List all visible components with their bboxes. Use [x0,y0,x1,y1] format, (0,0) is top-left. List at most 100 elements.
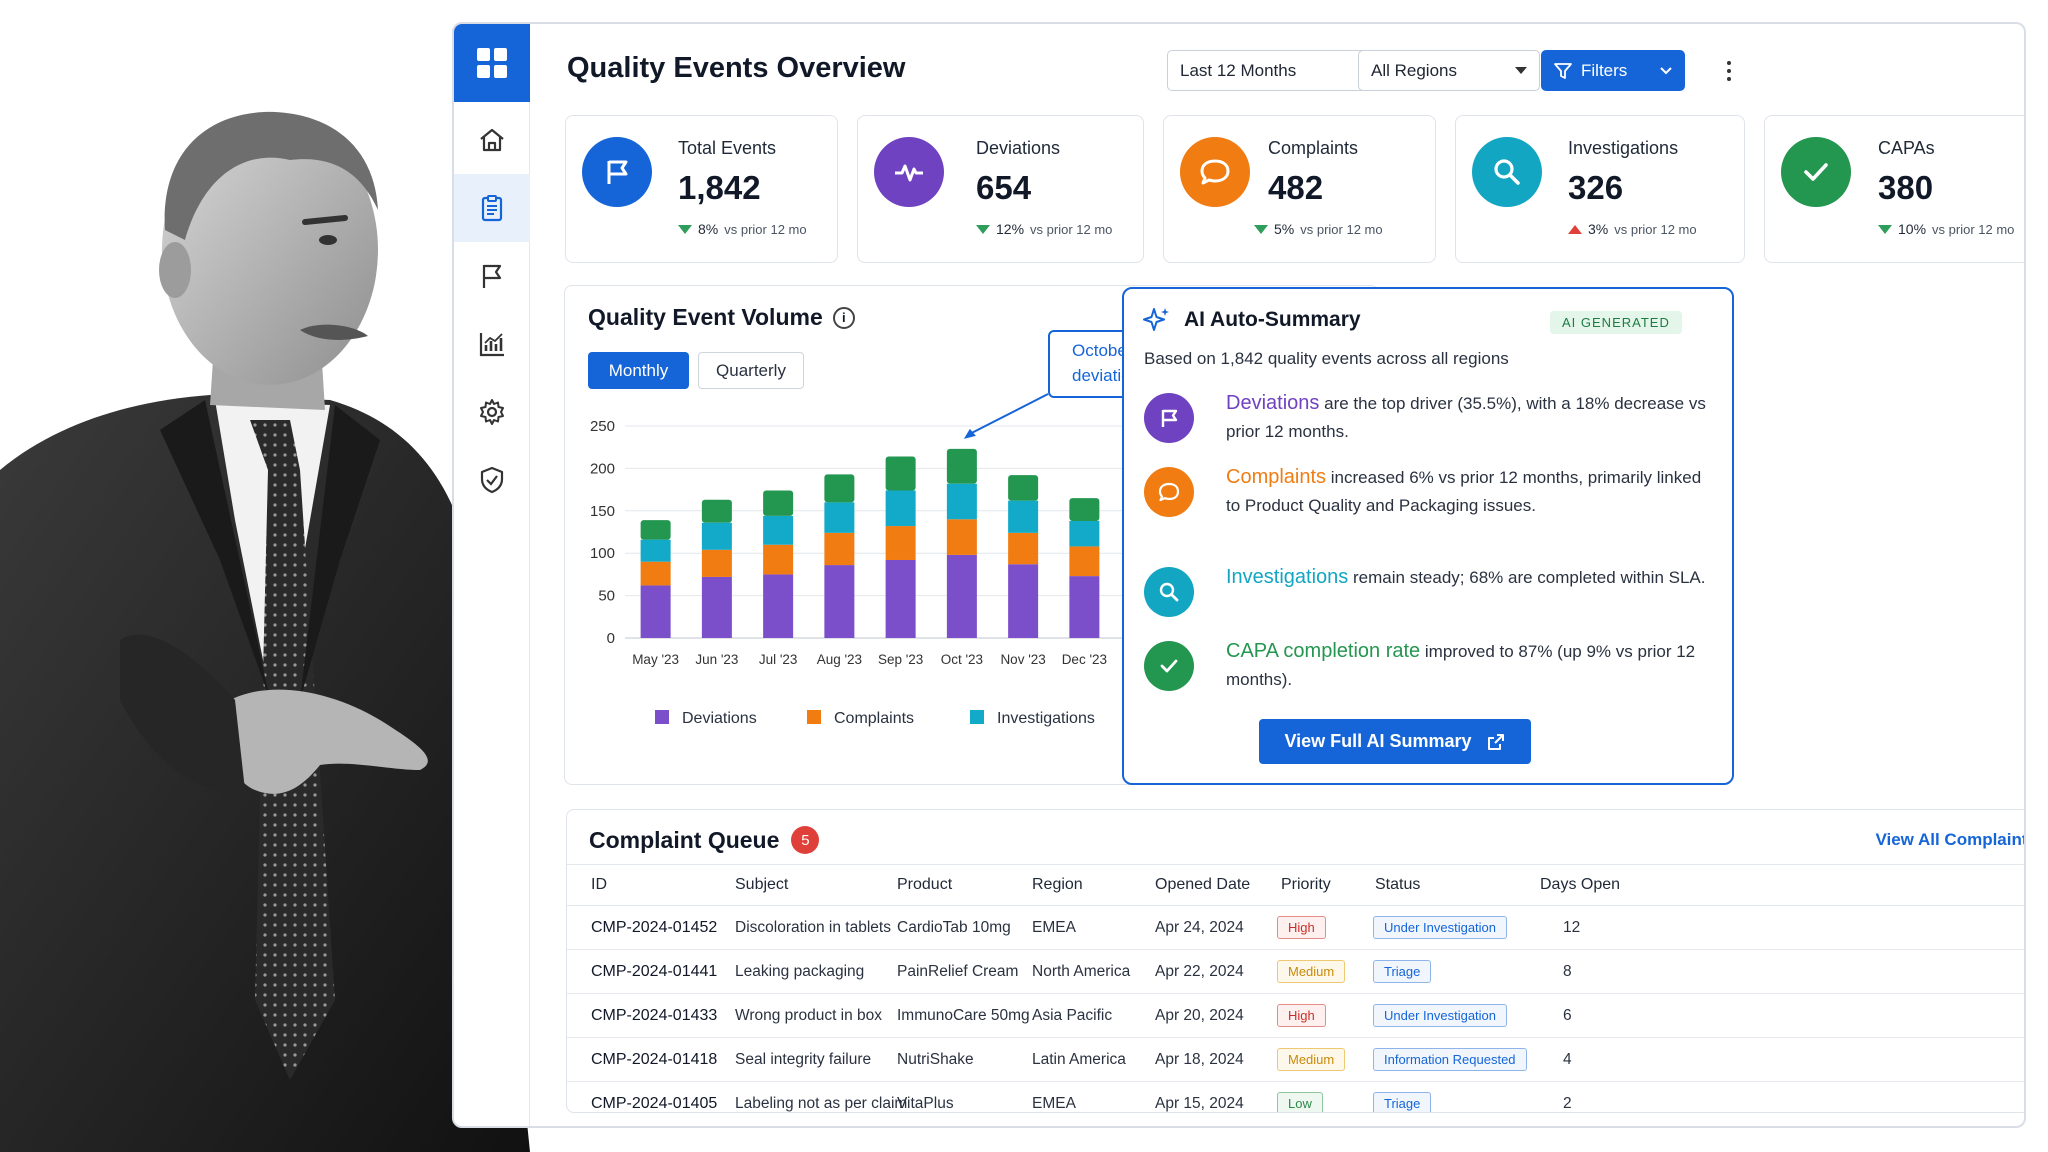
cell-subject: Wrong product in box [735,1006,883,1024]
sidebar-item-home[interactable] [454,106,530,174]
column-header-product[interactable]: Product [897,876,953,893]
view-all-complaints-link[interactable]: View All Complaints [1875,830,2026,850]
column-header-opened-date[interactable]: Opened Date [1155,876,1251,893]
kpi-change: 12% [996,221,1025,237]
bar-segment-deviations[interactable] [824,565,855,638]
bar-segment-investigations[interactable] [701,522,732,550]
bar-segment-investigations[interactable] [885,490,916,527]
column-header-status[interactable]: Status [1375,876,1421,893]
bar-segment-capas[interactable] [824,474,855,503]
toggle-quarterly[interactable]: Quarterly [698,352,804,389]
priority-badge: Medium [1277,960,1346,983]
kpi-card-investigations[interactable]: Investigations 326 3% vs prior 12 mo [1455,115,1745,263]
kpi-card-total-events[interactable]: Total Events 1,842 8% vs prior 12 mo [565,115,838,263]
table-row[interactable]: CMP-2024-01452 Discoloration in tablets Ca… [567,906,2024,950]
insight-body: improved to 87% (up 9% vs prior 12 month… [1226,642,1696,689]
view-all-label: View All Complaints [1875,830,2026,849]
kpi-trend: 3% vs prior 12 mo [1568,221,1697,237]
kpi-card-deviations[interactable]: Deviations 654 12% vs prior 12 mo [857,115,1144,263]
bar-segment-investigations[interactable] [640,539,671,562]
bar-segment-complaints[interactable] [1069,546,1100,577]
external-link-icon [1487,733,1504,750]
bar-segment-capas[interactable] [946,448,977,484]
bar-segment-capas[interactable] [640,520,671,540]
sidebar-item-settings[interactable] [454,378,530,446]
sidebar-item-flags[interactable] [454,242,530,310]
bar-segment-complaints[interactable] [640,561,671,586]
sidebar-item-compliance[interactable] [454,446,530,514]
complaint-queue-panel: Complaint Queue 5 View All Complaints ID… [566,809,2026,1113]
bar-segment-complaints[interactable] [701,549,732,577]
x-tick-label: May '23 [632,652,679,667]
column-header-id[interactable]: ID [591,876,607,893]
bar-segment-deviations[interactable] [763,574,794,638]
column-header-priority[interactable]: Priority [1281,876,1331,893]
period-select-value: Last 12 Months [1180,60,1297,80]
bar-segment-deviations[interactable] [946,554,977,638]
kpi-label: Deviations [976,138,1061,158]
more-options-icon[interactable] [1720,54,1738,88]
bar-segment-deviations[interactable] [1069,576,1100,638]
column-header-region[interactable]: Region [1032,876,1083,893]
column-header-days-open[interactable]: Days Open [1540,876,1621,893]
cell-id: CMP-2024-01405 [591,1094,718,1112]
bar-segment-capas[interactable] [885,456,916,491]
priority-badge: Low [1277,1092,1323,1112]
sidebar-item-events[interactable] [454,174,530,242]
bar-segment-investigations[interactable] [1008,500,1039,533]
dashboard-window: Quality Events Overview Last 12 Months A… [452,22,2026,1128]
bar-segment-deviations[interactable] [885,559,916,638]
column-header-subject[interactable]: Subject [735,876,789,893]
bar-segment-capas[interactable] [763,490,794,516]
info-icon[interactable]: i [832,306,855,329]
bar-segment-deviations[interactable] [1008,564,1039,638]
region-select[interactable]: All Regions [1358,50,1540,91]
kpi-card-complaints[interactable]: Complaints 482 5% vs prior 12 mo [1163,115,1436,263]
bar-segment-complaints[interactable] [946,519,977,555]
kpi-note: vs prior 12 mo [1932,221,2015,237]
bar-segment-complaints[interactable] [824,532,855,566]
kpi-label: Investigations [1568,138,1679,158]
bar-segment-deviations[interactable] [640,585,671,638]
filters-button[interactable]: Filters [1541,50,1685,91]
kpi-card-capas[interactable]: CAPAs 380 10% vs prior 12 mo [1764,115,2024,263]
bar-segment-investigations[interactable] [1069,520,1100,547]
view-full-ai-summary-button[interactable]: View Full AI Summary [1259,719,1531,764]
cell-opened-date: Apr 15, 2024 [1155,1094,1244,1112]
priority-badge-cell: High [1277,906,1326,949]
table-row[interactable]: CMP-2024-01418 Seal integrity failure Nutr… [567,1038,2024,1082]
bar-segment-capas[interactable] [1069,498,1100,521]
cell-days-open: 8 [1563,962,1572,980]
table-row[interactable]: CMP-2024-01441 Leaking packaging PainRelie… [567,950,2024,994]
bar-segment-capas[interactable] [701,499,732,523]
toggle-monthly[interactable]: Monthly [588,352,689,389]
bar-segment-complaints[interactable] [763,544,794,575]
ai-summary-panel: AI Auto-Summary AI GENERATED Based on 1,… [1122,287,1734,785]
queue-count-badge: 5 [791,826,820,854]
table-row[interactable]: CMP-2024-01433 Wrong product in box Immuno… [567,994,2024,1038]
insight-body: remain steady; 68% are completed within … [1348,568,1706,587]
ai-insight-text: Deviations are the top driver (35.5%), w… [1226,389,1706,446]
region-select-value: All Regions [1371,60,1457,80]
sidebar-item-analytics[interactable] [454,310,530,378]
y-tick-label: 50 [598,588,615,605]
sidebar [454,24,530,1126]
kpi-note: vs prior 12 mo [1030,221,1113,237]
y-tick-label: 100 [590,545,615,562]
table-row[interactable]: CMP-2024-01405 Labeling not as per claim V… [567,1082,2024,1112]
priority-badge: High [1277,916,1326,939]
bar-segment-investigations[interactable] [946,483,977,520]
grid-icon [477,48,507,78]
callout-arrow [967,393,1049,436]
ai-generated-badge: AI GENERATED [1550,311,1682,334]
status-badge: Triage [1373,960,1432,983]
bar-segment-complaints[interactable] [1008,532,1039,565]
cell-id: CMP-2024-01418 [591,1050,718,1068]
bar-segment-investigations[interactable] [763,515,794,545]
cell-subject: Discoloration in tablets [735,918,891,936]
app-grid-logo[interactable] [454,24,530,102]
bar-segment-complaints[interactable] [885,526,916,560]
bar-segment-deviations[interactable] [701,576,732,638]
bar-segment-capas[interactable] [1008,475,1039,501]
bar-segment-investigations[interactable] [824,502,855,533]
